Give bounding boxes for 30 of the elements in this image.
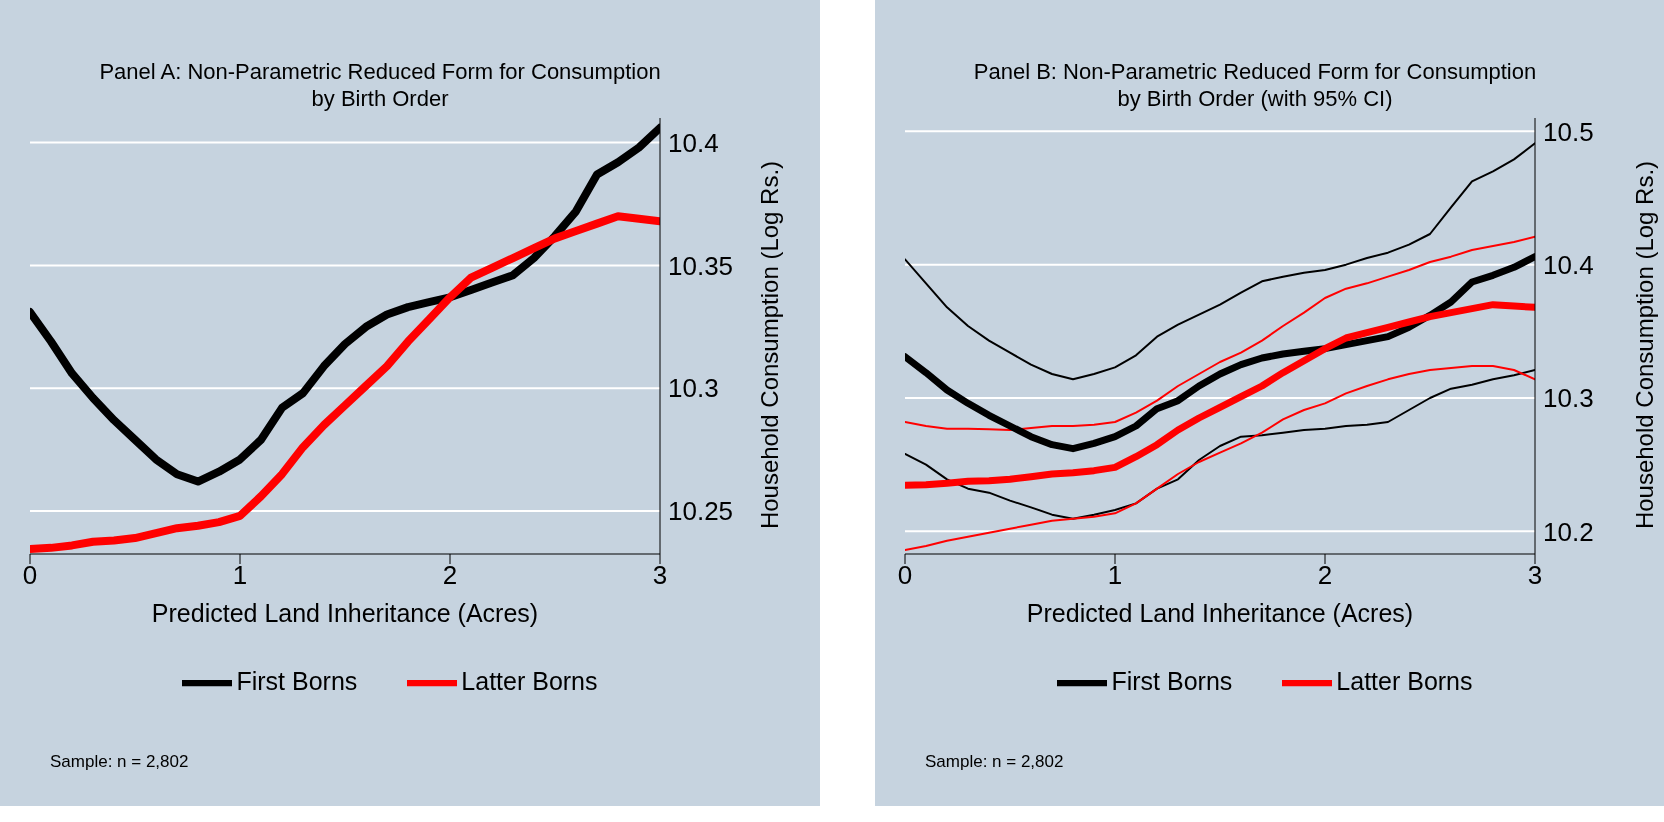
- x-tick-label: 0: [22, 560, 38, 591]
- y-tick-label: 10.25: [668, 496, 734, 527]
- text: Sample: n = 2,802: [925, 752, 1064, 772]
- y-tick-label: 10.2: [1543, 516, 1594, 547]
- x-tick-label: 1: [232, 560, 248, 591]
- chart-title: Panel B: Non-Parametric Reduced Form for Consumption by Birth Order (with 95% CI): [972, 58, 1538, 112]
- y-tick-label: 10.3: [1543, 383, 1594, 414]
- legend-label: First Borns: [236, 666, 358, 695]
- legend-label: Latter Borns: [1336, 666, 1473, 695]
- line-series: [905, 235, 1535, 431]
- y-tick-label: 10.3: [668, 373, 719, 404]
- legend-label: Latter Borns: [461, 666, 598, 695]
- x-tick-label: 2: [442, 560, 458, 591]
- y-tick-label: 10.4: [668, 127, 719, 158]
- y-tick-label: 10.35: [668, 250, 734, 281]
- y-tick-label: 10.5: [1543, 116, 1594, 147]
- x-tick-label: 0: [897, 560, 913, 591]
- y-tick-label: 10.4: [1543, 249, 1594, 280]
- y-axis-title: Household Consumption (Log Rs.): [1631, 160, 1659, 530]
- y-axis-title: Household Consumption (Log Rs.): [756, 160, 784, 530]
- chart-title: Panel A: Non-Parametric Reduced Form for Consumption by Birth Order: [98, 58, 662, 112]
- text: Sample: n = 2,802: [50, 752, 189, 772]
- x-tick-label: 1: [1107, 560, 1123, 591]
- line-series: [905, 365, 1535, 551]
- x-tick-label: 3: [1527, 560, 1543, 591]
- legend-label: First Borns: [1111, 666, 1233, 695]
- x-axis-title: Predicted Land Inheritance (Acres): [151, 599, 539, 627]
- x-axis-title: Predicted Land Inheritance (Acres): [1026, 599, 1414, 627]
- x-tick-label: 2: [1317, 560, 1333, 591]
- x-tick-label: 3: [652, 560, 668, 591]
